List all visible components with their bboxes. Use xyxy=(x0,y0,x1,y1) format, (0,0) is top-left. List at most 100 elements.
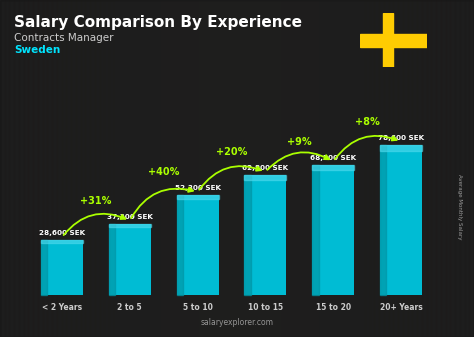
Bar xyxy=(114,0,118,337)
Text: +8%: +8% xyxy=(355,117,380,127)
Bar xyxy=(327,0,332,337)
Text: Contracts Manager: Contracts Manager xyxy=(14,33,113,43)
Text: 78,600 SEK: 78,600 SEK xyxy=(378,135,424,141)
Bar xyxy=(265,0,270,337)
Bar xyxy=(62,0,66,337)
Bar xyxy=(9,0,14,337)
Bar xyxy=(322,0,327,337)
Bar xyxy=(346,0,351,337)
FancyBboxPatch shape xyxy=(312,164,354,295)
Bar xyxy=(190,0,194,337)
Bar xyxy=(41,240,47,295)
Bar xyxy=(318,0,322,337)
Bar xyxy=(175,0,180,337)
Text: Average Monthly Salary: Average Monthly Salary xyxy=(457,174,463,240)
Bar xyxy=(284,0,289,337)
Bar xyxy=(299,0,303,337)
Bar xyxy=(384,0,389,337)
Bar xyxy=(398,0,403,337)
Bar xyxy=(393,0,398,337)
Bar xyxy=(337,0,341,337)
Bar xyxy=(251,0,256,337)
Text: Salary Comparison By Experience: Salary Comparison By Experience xyxy=(14,15,302,30)
Bar xyxy=(90,0,95,337)
Bar xyxy=(275,0,280,337)
Bar xyxy=(446,0,450,337)
Bar xyxy=(76,0,81,337)
Bar xyxy=(403,0,408,337)
Bar xyxy=(237,0,242,337)
Bar xyxy=(356,0,360,337)
Text: < 2 Years: < 2 Years xyxy=(42,303,82,312)
FancyBboxPatch shape xyxy=(176,195,219,295)
Bar xyxy=(256,0,261,337)
Bar xyxy=(389,0,393,337)
Text: 62,800 SEK: 62,800 SEK xyxy=(242,165,289,171)
FancyBboxPatch shape xyxy=(380,145,422,295)
Bar xyxy=(270,0,275,337)
Bar xyxy=(5,0,9,337)
Bar xyxy=(383,13,393,67)
Text: Sweden: Sweden xyxy=(14,45,60,55)
Text: +9%: +9% xyxy=(287,136,311,147)
Bar xyxy=(71,0,76,337)
Bar xyxy=(223,0,228,337)
Text: 37,300 SEK: 37,300 SEK xyxy=(107,214,153,220)
Bar xyxy=(280,0,284,337)
Bar xyxy=(465,0,469,337)
Bar xyxy=(303,0,308,337)
Bar xyxy=(52,0,57,337)
Bar xyxy=(66,0,71,337)
Bar xyxy=(152,0,156,337)
Text: 15 to 20: 15 to 20 xyxy=(316,303,351,312)
Bar xyxy=(380,145,386,295)
Bar xyxy=(194,0,199,337)
Bar xyxy=(0,0,5,337)
Bar xyxy=(209,0,213,337)
Text: salaryexplorer.com: salaryexplorer.com xyxy=(201,318,273,327)
FancyBboxPatch shape xyxy=(109,224,151,295)
Bar xyxy=(81,0,85,337)
Bar xyxy=(245,175,251,295)
FancyBboxPatch shape xyxy=(245,175,286,295)
Bar xyxy=(232,0,237,337)
Bar xyxy=(156,0,161,337)
Bar xyxy=(379,0,384,337)
Bar xyxy=(245,175,286,180)
Bar xyxy=(47,0,52,337)
Text: 10 to 15: 10 to 15 xyxy=(248,303,283,312)
Bar xyxy=(185,0,190,337)
Bar xyxy=(408,0,412,337)
Bar xyxy=(19,0,24,337)
Bar xyxy=(57,0,62,337)
Bar xyxy=(417,0,422,337)
Text: +31%: +31% xyxy=(80,196,111,206)
Bar xyxy=(422,0,427,337)
Text: 2 to 5: 2 to 5 xyxy=(118,303,142,312)
Text: +40%: +40% xyxy=(148,167,179,177)
Bar xyxy=(246,0,251,337)
Text: 28,600 SEK: 28,600 SEK xyxy=(39,230,85,236)
Bar xyxy=(455,0,460,337)
Bar xyxy=(469,0,474,337)
Bar xyxy=(341,0,346,337)
Bar xyxy=(380,145,422,151)
Bar xyxy=(38,0,43,337)
Text: +20%: +20% xyxy=(216,147,247,157)
Bar xyxy=(332,0,337,337)
Bar xyxy=(85,0,90,337)
Bar xyxy=(289,0,294,337)
Bar xyxy=(142,0,147,337)
Bar xyxy=(213,0,218,337)
Bar xyxy=(166,0,171,337)
Bar xyxy=(436,0,441,337)
Bar xyxy=(133,0,137,337)
FancyBboxPatch shape xyxy=(41,240,83,295)
Bar xyxy=(412,0,417,337)
Bar xyxy=(360,0,365,337)
Bar xyxy=(109,224,151,227)
Bar xyxy=(261,0,265,337)
Text: 20+ Years: 20+ Years xyxy=(380,303,422,312)
Bar xyxy=(147,0,152,337)
Bar xyxy=(312,164,319,295)
